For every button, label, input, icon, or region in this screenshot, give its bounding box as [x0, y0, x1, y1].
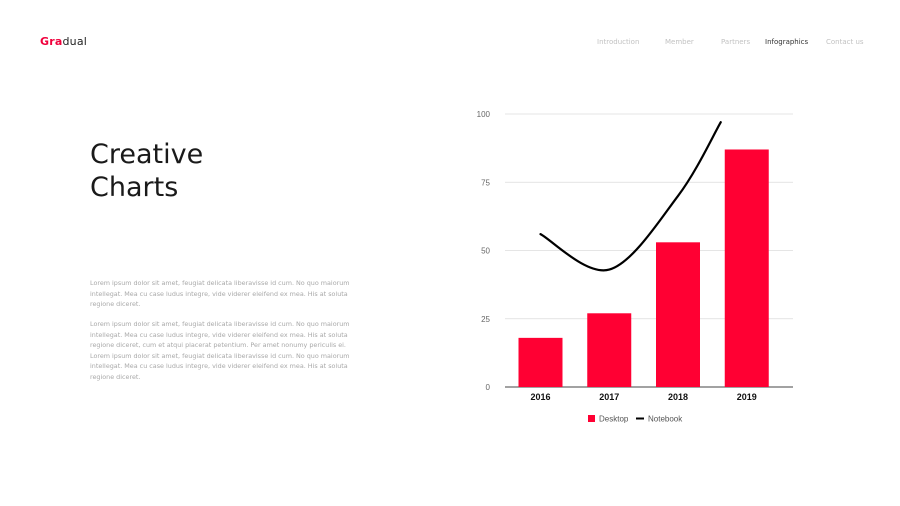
brand-logo-accent: Gra: [40, 35, 63, 48]
page-title: Creative Charts: [90, 138, 203, 204]
nav-item-contact-us[interactable]: Contact us: [826, 38, 864, 46]
bar-desktop: [656, 242, 700, 387]
page-title-line2: Charts: [90, 172, 179, 203]
brand-logo[interactable]: Gradual: [40, 35, 87, 48]
body-paragraph-1: Lorem ipsum dolor sit amet, feugiat deli…: [90, 279, 350, 309]
line-notebook: [539, 121, 722, 272]
y-tick-label: 75: [481, 178, 490, 187]
body-paragraph-2: Lorem ipsum dolor sit amet, feugiat deli…: [90, 320, 350, 381]
legend-swatch-desktop: [588, 415, 595, 422]
nav-item-infographics[interactable]: Infographics: [765, 38, 809, 46]
legend-label-notebook: Notebook: [648, 415, 683, 424]
x-tick-label: 2019: [737, 392, 757, 402]
y-tick-label: 50: [481, 247, 490, 256]
y-tick-label: 100: [477, 110, 491, 119]
top-nav: Introduction Member Partners Infographic…: [0, 38, 900, 50]
nav-item-member[interactable]: Member: [665, 38, 694, 46]
legend-label-desktop: Desktop: [599, 415, 629, 424]
nav-item-introduction[interactable]: Introduction: [597, 38, 640, 46]
y-tick-label: 0: [486, 383, 491, 392]
bar-desktop: [724, 149, 769, 387]
x-tick-label: 2017: [599, 392, 619, 402]
page-title-line1: Creative: [90, 139, 204, 170]
x-tick-label: 2016: [530, 392, 550, 402]
brand-logo-rest: dual: [62, 35, 88, 48]
x-tick-label: 2018: [668, 392, 688, 402]
bar-desktop: [587, 313, 632, 387]
bar-desktop: [518, 337, 563, 387]
y-tick-label: 25: [481, 315, 490, 324]
nav-item-partners[interactable]: Partners: [721, 38, 751, 46]
